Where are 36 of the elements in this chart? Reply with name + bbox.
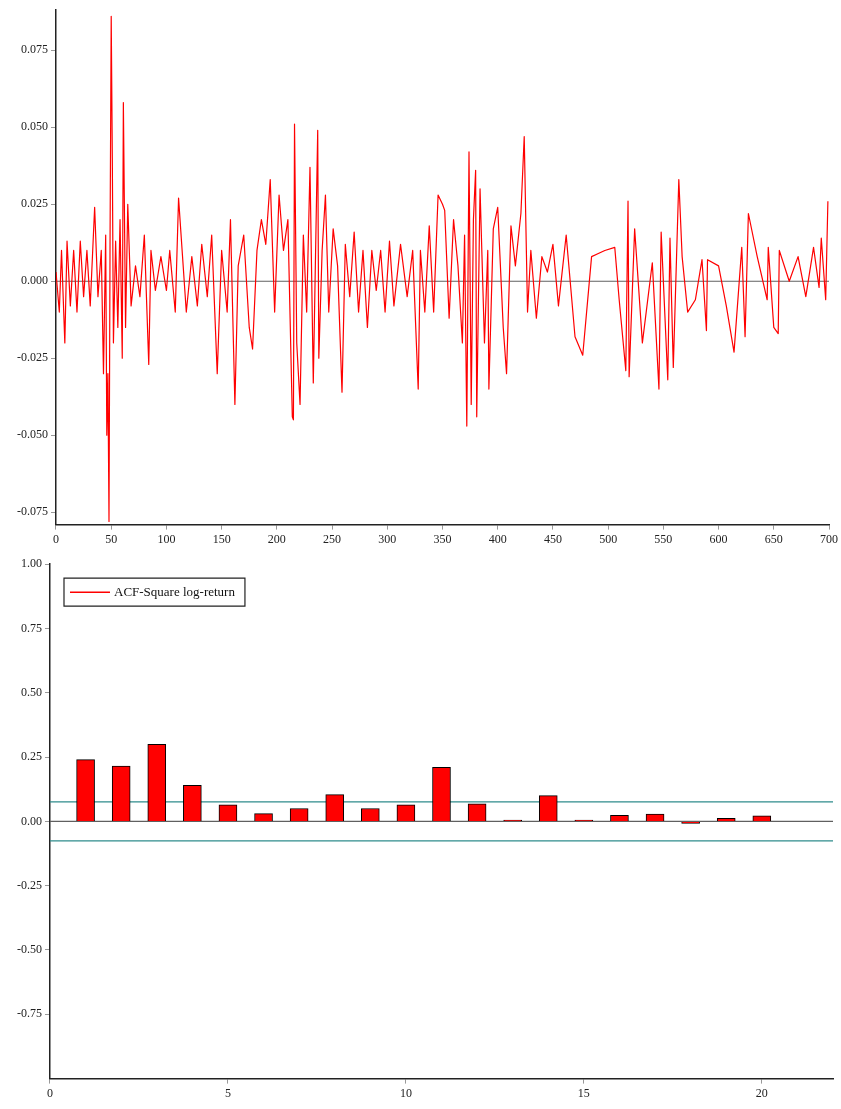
y-tick-label: 0.050	[21, 119, 48, 134]
x-tick-label: 20	[755, 1085, 768, 1100]
x-tick-label: 300	[378, 531, 397, 546]
x-tick-label: 150	[212, 531, 231, 546]
x-tick-label: 200	[267, 531, 286, 546]
legend-label: ACF-Square log-return	[114, 583, 236, 599]
y-tick-label: 1.00	[21, 556, 42, 571]
x-tick-label: 650	[764, 531, 783, 546]
y-tick-label: 0.75	[21, 620, 42, 635]
x-tick-label: 450	[543, 531, 562, 546]
y-tick-label: -0.075	[17, 504, 48, 519]
x-tick-label: 500	[599, 531, 618, 546]
y-tick-label: -0.25	[17, 877, 42, 892]
y-tick-label: 0.50	[21, 684, 42, 699]
y-tick-label: -0.050	[17, 427, 48, 442]
x-tick-label: 550	[654, 531, 673, 546]
x-tick-label: 50	[105, 531, 118, 546]
x-tick-label: 100	[157, 531, 176, 546]
x-tick-label: 0	[47, 1085, 53, 1100]
y-tick-label: 0.00	[21, 813, 42, 828]
y-tick-label: -0.75	[17, 1006, 42, 1021]
x-tick-label: 600	[709, 531, 728, 546]
y-tick-label: 0.075	[21, 42, 48, 57]
y-tick-label: -0.025	[17, 350, 48, 365]
y-tick-label: 0.25	[21, 749, 42, 764]
x-tick-label: 5	[224, 1085, 231, 1100]
x-tick-label: 250	[323, 531, 342, 546]
y-tick-label: 0.000	[21, 273, 48, 288]
y-tick-label: 0.025	[21, 196, 48, 211]
x-tick-label: 700	[820, 531, 838, 546]
x-tick-label: 400	[488, 531, 507, 546]
y-tick-label: -0.50	[17, 942, 42, 957]
x-tick-label: 0	[53, 531, 59, 546]
x-tick-label: 350	[433, 531, 452, 546]
x-tick-label: 10	[399, 1085, 412, 1100]
x-tick-label: 15	[577, 1085, 590, 1100]
